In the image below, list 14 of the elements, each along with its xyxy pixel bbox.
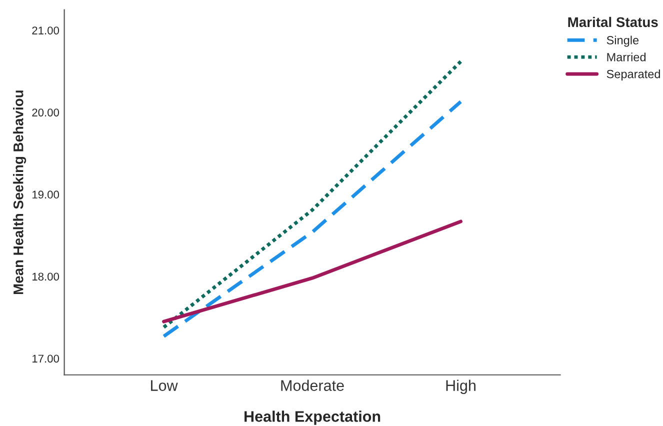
y-tick-label: 18.00: [32, 272, 60, 281]
y-tick-label: 21.00: [32, 26, 60, 34]
x-tick-label: Low: [151, 380, 178, 391]
legend-label: Separated: [606, 70, 660, 81]
legend-title: Marital Status: [568, 16, 658, 28]
y-tick-label: 17.00: [32, 354, 60, 363]
x-tick-label: Moderate: [281, 380, 344, 391]
y-tick-label: 19.00: [32, 190, 60, 199]
y-tick-label: 20.00: [32, 108, 60, 116]
y-axis-title: Mean Health Seeking Behaviou: [13, 90, 26, 294]
x-axis-title: Health Expectation: [244, 410, 380, 425]
legend-label: Married: [607, 52, 646, 62]
legend-label: Single: [606, 36, 639, 47]
x-tick-label: High: [446, 380, 476, 394]
